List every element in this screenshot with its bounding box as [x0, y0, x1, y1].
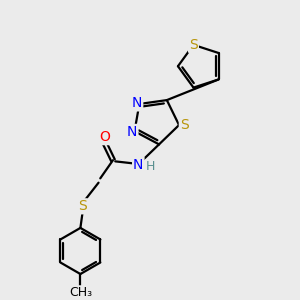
Text: S: S — [180, 118, 189, 132]
Text: N: N — [127, 125, 137, 139]
Text: N: N — [132, 96, 142, 110]
Text: S: S — [78, 199, 87, 213]
Text: N: N — [133, 158, 143, 172]
Text: CH₃: CH₃ — [69, 286, 92, 299]
Text: H: H — [146, 160, 155, 173]
Text: O: O — [99, 130, 110, 144]
Text: S: S — [189, 38, 198, 52]
